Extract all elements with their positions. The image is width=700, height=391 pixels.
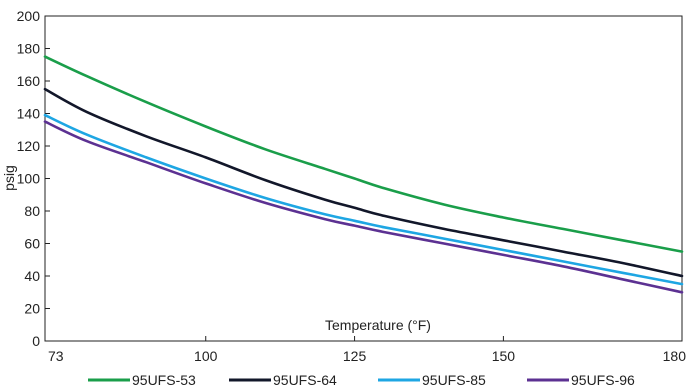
y-tick-label: 20: [24, 301, 40, 317]
x-axis-label: Temperature (°F): [325, 317, 431, 333]
x-tick-label: 150: [492, 348, 516, 364]
x-tick-label: 100: [194, 348, 218, 364]
y-tick-label: 60: [24, 236, 40, 252]
y-tick-label: 100: [17, 171, 41, 187]
series-line-95ufs-53: [43, 55, 684, 253]
y-tick-label: 140: [17, 106, 41, 122]
series-line-95ufs-64: [43, 87, 684, 278]
x-tick-label: 180: [663, 348, 687, 364]
x-tick-label: 73: [48, 348, 64, 364]
legend: 95UFS-53 95UFS-64 95UFS-85 95UFS-96: [88, 372, 635, 388]
legend-label: 95UFS-96: [571, 372, 635, 388]
plot-frame: [44, 15, 683, 342]
y-tick-label: 40: [24, 268, 40, 284]
legend-label: 95UFS-53: [132, 372, 196, 388]
legend-label: 95UFS-64: [273, 372, 337, 388]
y-tick-label: 200: [17, 8, 41, 24]
y-tick-label: 80: [24, 203, 40, 219]
y-tick-label: 120: [17, 138, 41, 154]
x-tick-label: 125: [343, 348, 367, 364]
y-axis-label: psig: [1, 165, 17, 191]
series-line-95ufs-96: [43, 120, 684, 294]
y-tick-label: 0: [32, 333, 40, 349]
legend-label: 95UFS-85: [422, 372, 486, 388]
series-line-95ufs-85: [43, 113, 684, 286]
y-tick-label: 160: [17, 73, 41, 89]
y-tick-label: 180: [17, 41, 41, 57]
